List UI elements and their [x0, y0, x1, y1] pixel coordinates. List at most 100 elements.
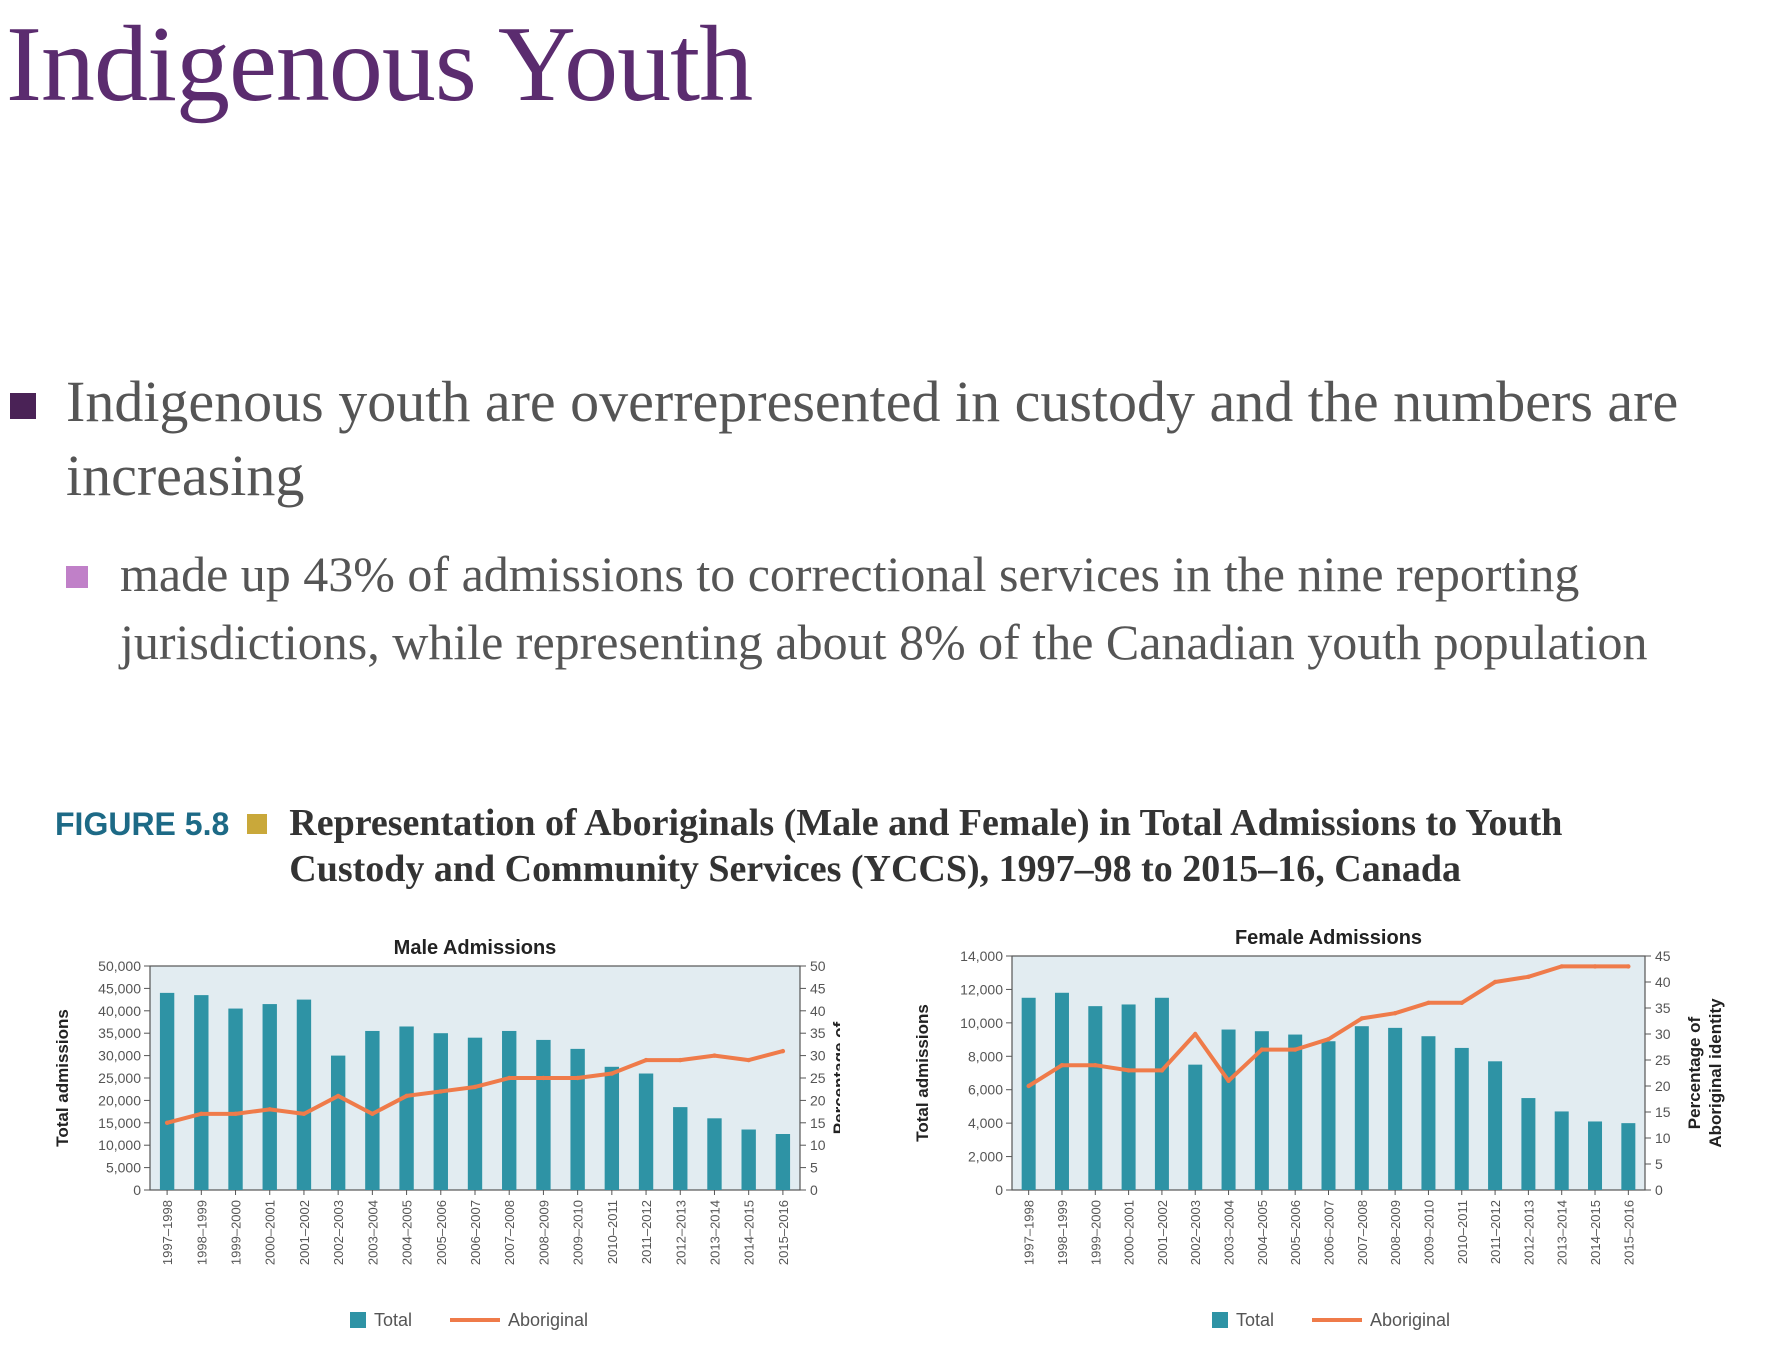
figure-caption: FIGURE 5.8 Representation of Aboriginals…: [55, 800, 1755, 892]
y-tick-label: 0: [133, 1182, 141, 1198]
y-tick-label: 30,000: [98, 1048, 141, 1064]
x-tick-label: 2010–2011: [605, 1200, 620, 1264]
y2-tick-label: 40: [810, 1003, 826, 1019]
figure-marker-icon: [247, 814, 268, 834]
x-tick-label: 2013–2014: [1555, 1200, 1570, 1265]
y2-tick-label: 30: [1655, 1026, 1671, 1042]
aboriginal-point: [1359, 1016, 1365, 1021]
x-tick-label: 2004–2005: [1255, 1200, 1270, 1265]
aboriginal-point: [335, 1093, 341, 1099]
x-tick-label: 1998–1999: [194, 1200, 209, 1265]
bar-total: [1621, 1123, 1636, 1190]
bar-total: [707, 1118, 722, 1190]
x-tick-label: 1999–2000: [1088, 1200, 1103, 1265]
x-tick-label: 2004–2005: [400, 1200, 415, 1265]
bar-total: [1421, 1036, 1436, 1190]
x-tick-label: 2007–2008: [1355, 1200, 1370, 1265]
y-tick-label: 0: [995, 1182, 1003, 1198]
y2-tick-label: 10: [1655, 1130, 1671, 1146]
x-tick-label: 1999–2000: [229, 1200, 244, 1265]
y-axis-label: Total admissions: [913, 1004, 932, 1142]
y-tick-label: 8,000: [968, 1048, 1003, 1064]
x-tick-label: 2013–2014: [707, 1200, 722, 1265]
female-admissions-chart: Female Admissions 0 2,000 4,000 6,000 8,000 10…: [913, 927, 1725, 1330]
x-tick-label: 2006–2007: [468, 1200, 483, 1265]
y-axis-label: Total admissions: [53, 1009, 72, 1147]
x-tick-label: 2002–2003: [1188, 1200, 1203, 1265]
aboriginal-point: [1059, 1063, 1065, 1068]
legend-aboriginal-label: Aboriginal: [508, 1310, 588, 1330]
aboriginal-point: [678, 1057, 683, 1063]
y-tick-label: 20,000: [98, 1092, 141, 1108]
chart-title: Female Admissions: [1235, 927, 1422, 949]
aboriginal-point: [370, 1111, 375, 1117]
bar-total: [604, 1066, 620, 1190]
x-tick-label: 2014–2015: [1588, 1200, 1603, 1265]
sub-bullet: made up 43% of admissions to correctiona…: [66, 540, 1756, 676]
bar-total: [1554, 1111, 1569, 1190]
aboriginal-point: [746, 1057, 751, 1063]
bar-total: [159, 992, 175, 1190]
bar-total: [1354, 1026, 1369, 1190]
aboriginal-point: [404, 1093, 409, 1099]
y2-tick-label: 15: [810, 1115, 826, 1131]
bar-total: [228, 1008, 243, 1190]
aboriginal-point: [233, 1111, 238, 1117]
x-tick-label: 2012–2013: [673, 1200, 688, 1265]
aboriginal-point: [1626, 964, 1631, 969]
x-tick-label: 2011–2012: [639, 1200, 654, 1264]
bar-total: [673, 1107, 688, 1190]
x-tick-label: 2003–2004: [365, 1200, 380, 1265]
bar-total: [1321, 1041, 1336, 1190]
x-tick-label: 1997–1998: [1022, 1200, 1037, 1265]
x-tick-label: 2007–2008: [502, 1200, 517, 1265]
bar-total: [1188, 1064, 1203, 1190]
x-tick-label: 2002–2003: [331, 1200, 346, 1265]
y-tick-label: 50,000: [98, 958, 141, 974]
figure-title: Representation of Aboriginals (Male and …: [289, 802, 1563, 890]
bullet-square-icon: [66, 566, 88, 588]
x-tick-label: 2003–2004: [1222, 1200, 1237, 1265]
y2-tick-label: 0: [810, 1182, 818, 1198]
aboriginal-point: [1259, 1047, 1265, 1052]
x-tick-label: 2001–2002: [297, 1200, 312, 1265]
y-tick-label: 35,000: [98, 1025, 141, 1041]
x-tick-label: 2015–2016: [776, 1200, 791, 1265]
bar-total: [467, 1037, 483, 1190]
y2-tick-label: 20: [1655, 1078, 1671, 1094]
x-tick-label: 2015–2016: [1621, 1200, 1636, 1265]
aboriginal-point: [1159, 1068, 1165, 1073]
y-tick-label: 4,000: [968, 1115, 1003, 1131]
bar-total: [1521, 1098, 1536, 1190]
y2-tick-label: 40: [1655, 974, 1671, 990]
male-admissions-chart: Male Admissions 0 5,000 10,000 15,000 20,000 2…: [53, 937, 840, 1330]
legend-total-label: Total: [1236, 1310, 1274, 1330]
bar-total: [502, 1030, 517, 1190]
x-tick-label: 2008–2009: [536, 1200, 551, 1265]
x-tick-label: 2000–2001: [1122, 1200, 1137, 1265]
x-tick-label: 2000–2001: [263, 1200, 278, 1265]
legend-aboriginal-label: Aboriginal: [1370, 1310, 1450, 1330]
bar-total: [1221, 1029, 1236, 1190]
y2-tick-label: 5: [1655, 1156, 1663, 1172]
aboriginal-point: [1292, 1047, 1298, 1052]
y2-tick-label: 25: [810, 1070, 826, 1086]
slide-title: Indigenous Youth: [6, 5, 753, 124]
aboriginal-point: [1126, 1068, 1131, 1073]
y-tick-label: 10,000: [960, 1015, 1003, 1031]
y2-tick-label: 15: [1655, 1104, 1671, 1120]
bar-total: [194, 995, 209, 1190]
y-tick-label: 14,000: [960, 948, 1003, 964]
aboriginal-point: [438, 1089, 443, 1094]
y2-tick-label: 45: [1655, 948, 1671, 964]
aboriginal-point: [1426, 1000, 1431, 1005]
x-tick-label: 2008–2009: [1388, 1200, 1403, 1265]
main-bullet-text: Indigenous youth are overrepresented in …: [66, 369, 1679, 508]
aboriginal-point: [712, 1053, 717, 1058]
legend-total-swatch: [1212, 1312, 1228, 1328]
aboriginal-point: [1459, 1000, 1464, 1005]
bar-total: [1054, 992, 1069, 1190]
x-tick-label: 2005–2006: [434, 1200, 449, 1265]
aboriginal-point: [301, 1111, 307, 1117]
x-tick-label: 1997–1998: [160, 1200, 175, 1265]
